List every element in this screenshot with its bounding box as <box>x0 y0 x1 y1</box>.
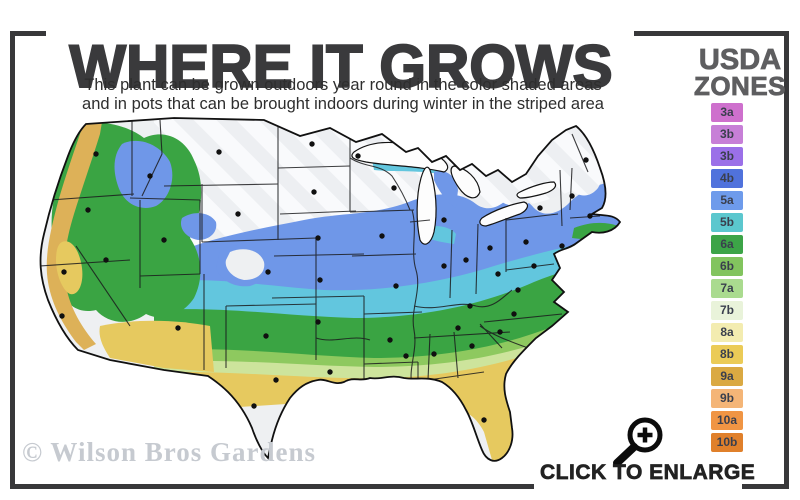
idaho-blue-patch <box>114 140 173 208</box>
city-dot <box>387 337 393 343</box>
michigan-mitten-blue <box>434 170 458 208</box>
city-dot <box>161 237 167 243</box>
city-dot <box>355 153 361 159</box>
city-dot <box>419 389 425 395</box>
legend-zone-chip-6a: 6a <box>711 235 743 254</box>
city-dot <box>481 417 487 423</box>
city-dot <box>495 271 501 277</box>
city-dot <box>317 277 323 283</box>
legend-title-line2: ZONES <box>693 71 787 101</box>
city-dot <box>93 151 99 157</box>
legend-zone-chip-8b: 8b <box>711 345 743 364</box>
city-dot <box>523 239 529 245</box>
city-dot <box>175 325 181 331</box>
city-dot <box>59 313 65 319</box>
city-dot <box>515 287 521 293</box>
city-dot <box>85 207 91 213</box>
state-boundaries <box>40 119 601 394</box>
magnifier-plus-icon[interactable] <box>600 412 670 470</box>
legend-zone-chip-3b: 3b <box>711 147 743 166</box>
colorado-white-patch <box>225 249 265 280</box>
usa-zone-map[interactable] <box>14 110 664 472</box>
legend-zone-list: 3a 3b 3b 4b 5a 5b 6a 6b 7a 7b 8a 8b 9a 9b 10a 10b <box>711 103 743 455</box>
city-dot <box>403 353 409 359</box>
legend-zone-chip-10b: 10b <box>711 433 743 452</box>
city-dot <box>391 185 397 191</box>
lake-erie <box>479 201 529 227</box>
city-dot <box>583 157 589 163</box>
frame-border-top-left <box>10 31 46 36</box>
city-dot <box>441 217 447 223</box>
city-dot <box>463 257 469 263</box>
legend-zone-chip-7a: 7a <box>711 279 743 298</box>
city-dot <box>487 245 493 251</box>
city-dot <box>311 189 317 195</box>
city-dot <box>265 269 271 275</box>
city-dot <box>441 263 447 269</box>
city-dot <box>431 351 437 357</box>
city-dots-layer <box>59 141 593 423</box>
city-dot <box>263 333 269 339</box>
wyoming-blue-patch <box>180 213 217 240</box>
city-dot <box>273 377 279 383</box>
city-dot <box>569 193 575 199</box>
legend-zone-chip-5b: 5b <box>711 213 743 232</box>
city-dot <box>61 269 67 275</box>
city-dot <box>379 233 385 239</box>
legend-zone-chip-8a: 8a <box>711 323 743 342</box>
watermark: © Wilson Bros Gardens <box>22 437 316 467</box>
subtitle: This plant can be grown outdoors year ro… <box>40 76 646 114</box>
city-dot <box>235 211 241 217</box>
city-dot <box>559 243 565 249</box>
city-dot <box>531 263 537 269</box>
city-dot <box>511 311 517 317</box>
legend-zone-chip-10a: 10a <box>711 411 743 430</box>
legend-zone-chip-6b: 6b <box>711 257 743 276</box>
frame-border-bottom-left <box>10 484 534 489</box>
legend-title-line1: USDA <box>698 44 782 76</box>
lake-huron <box>450 165 481 199</box>
lake-michigan <box>416 166 437 245</box>
city-dot <box>393 283 399 289</box>
legend-zone-chip-9a: 9a <box>711 367 743 386</box>
city-dot <box>147 173 153 179</box>
frame-border-bottom-right <box>742 484 789 489</box>
subtitle-line-2: and in pots that can be brought indoors … <box>82 94 604 113</box>
city-dot <box>251 403 257 409</box>
city-dot <box>469 343 475 349</box>
great-lakes <box>351 141 557 245</box>
southwest-desert-gold <box>99 320 214 372</box>
legend-zone-chip-7b: 7b <box>711 301 743 320</box>
city-dot <box>315 319 321 325</box>
pacific-coast-gold-strip <box>46 122 102 350</box>
city-dot <box>365 381 371 387</box>
legend-zone-chip-5a: 5a <box>711 191 743 210</box>
city-dot <box>309 141 315 147</box>
city-dot <box>537 205 543 211</box>
city-dot <box>297 411 303 417</box>
legend-zone-chip-3b: 3b <box>711 125 743 144</box>
frame-border-right <box>784 31 789 489</box>
city-dot <box>327 369 333 375</box>
legend-title: USDA ZONES <box>688 44 792 101</box>
subtitle-line-1: This plant can be grown outdoors year ro… <box>84 75 602 94</box>
city-dot <box>216 149 222 155</box>
central-valley-gold <box>56 241 83 295</box>
frame-border-left <box>10 31 15 489</box>
lake-ontario <box>516 181 557 199</box>
city-dot <box>455 325 461 331</box>
legend-zone-chip-9b: 9b <box>711 389 743 408</box>
city-dot <box>467 303 473 309</box>
legend-zone-chip-3a: 3a <box>711 103 743 122</box>
city-dot <box>315 235 321 241</box>
city-dot <box>497 329 503 335</box>
legend-zone-chip-4b: 4b <box>711 169 743 188</box>
page-title: WHERE IT GROWS <box>68 33 613 101</box>
frame-border-top-right <box>634 31 789 36</box>
click-to-enlarge-button[interactable]: CLICK TO ENLARGE <box>540 461 756 484</box>
city-dot <box>103 257 109 263</box>
